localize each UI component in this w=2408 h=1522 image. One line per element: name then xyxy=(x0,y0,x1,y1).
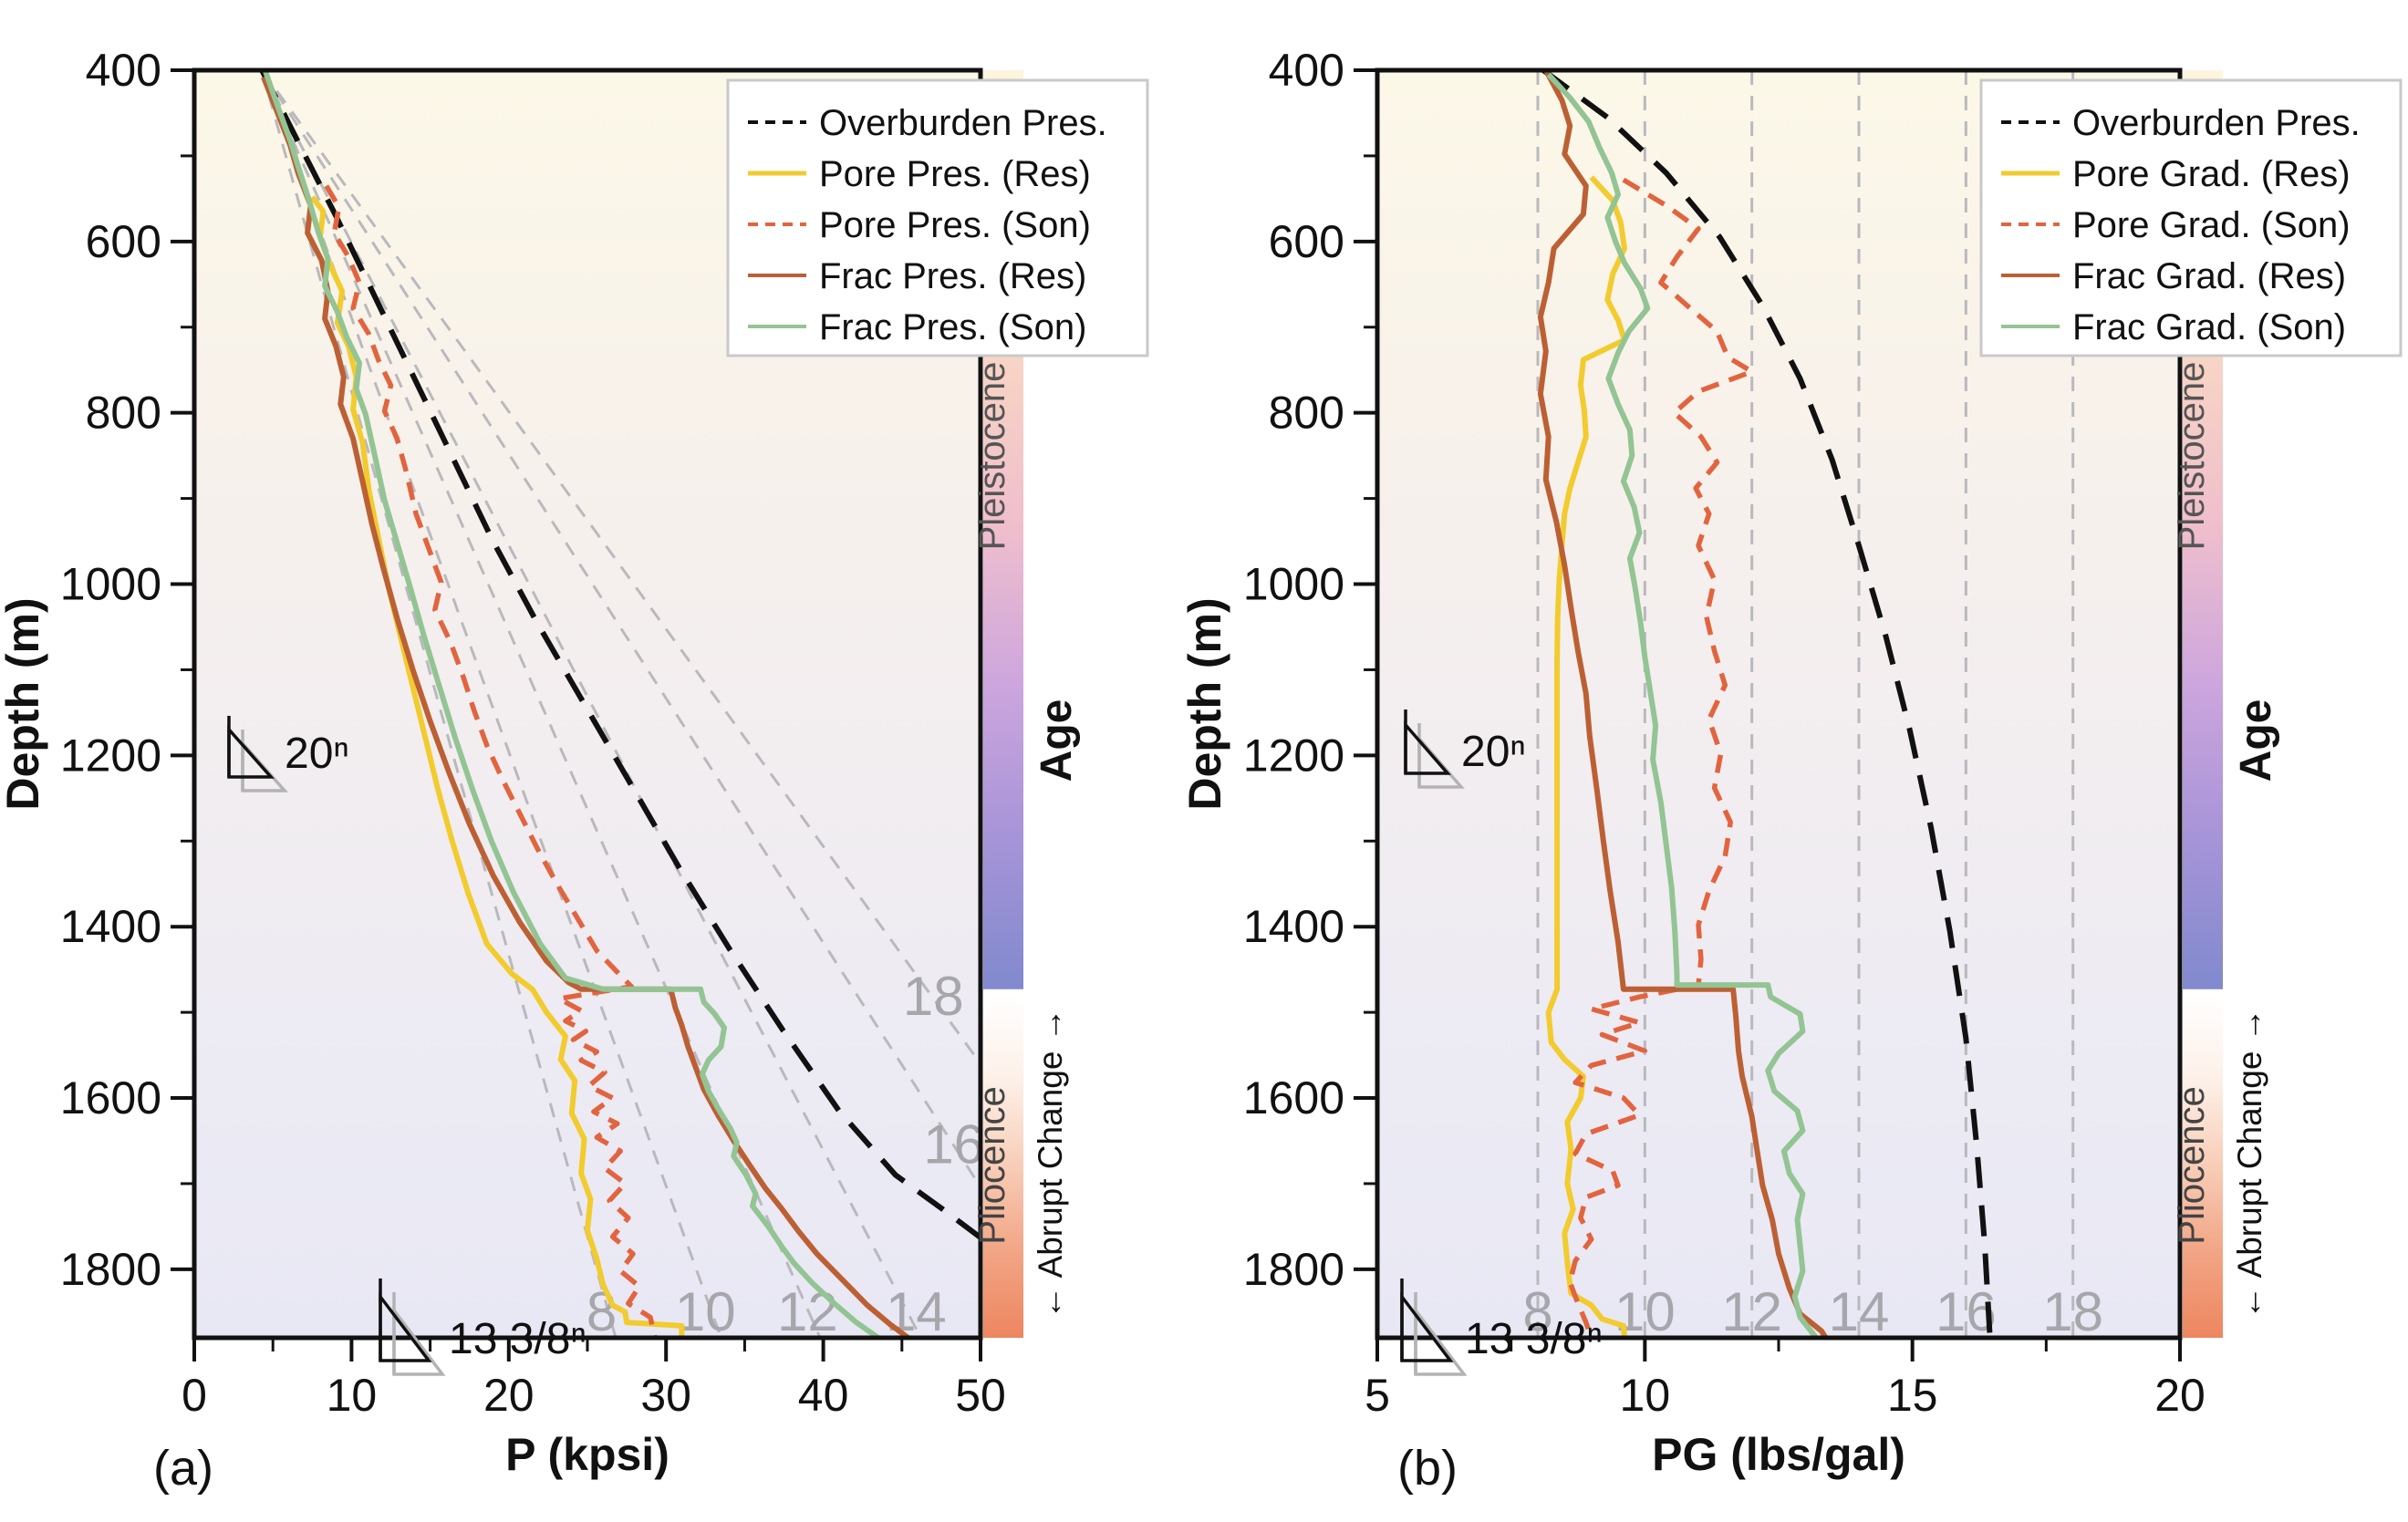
y-tick-label: 800 xyxy=(86,388,161,439)
y-axis-title-a: Depth (m) xyxy=(0,597,48,810)
colorbar-pliocene-label-a: Pliocence xyxy=(972,1086,1012,1244)
y-tick-label: 1200 xyxy=(60,730,161,781)
legend-label-0: Overburden Pres. xyxy=(819,103,1107,143)
legend-box xyxy=(726,78,1149,357)
mud-weight-line-18 xyxy=(260,69,982,1065)
y-tick-label: 1800 xyxy=(1243,1244,1344,1295)
x-axis-title-b: PG (lbs/gal) xyxy=(1652,1429,1905,1480)
colorbar-age-title-a: Age xyxy=(1033,699,1081,782)
legend-label-1: Pore Pres. (Res) xyxy=(819,154,1091,194)
legend-label-1: Pore Grad. (Res) xyxy=(2072,154,2351,194)
y-tick-label: 1000 xyxy=(1243,559,1344,610)
legend-a: Overburden Pres. Pore Pres. (Res) Pore Pre… xyxy=(726,78,1149,357)
legend-b: Overburden Pres. Pore Grad. (Res) Pore Gra… xyxy=(1979,78,2403,357)
abrupt-change-annotation-b: ← Abrupt Change → xyxy=(2231,1008,2268,1319)
x-tick-label: 40 xyxy=(798,1370,849,1421)
x-tick-label: 30 xyxy=(640,1370,691,1421)
x-tick-label: 10 xyxy=(1620,1370,1671,1421)
gridline-label-14: 14 xyxy=(1829,1281,1890,1342)
y-tick-label: 1400 xyxy=(60,901,161,952)
gridline-label-12: 12 xyxy=(1721,1281,1782,1342)
legend-label-3: Frac Grad. (Res) xyxy=(2072,256,2346,296)
x-tick-label: 20 xyxy=(483,1370,535,1421)
y-tick-label: 400 xyxy=(1269,45,1344,96)
series-frac-grad-res- xyxy=(1537,68,1829,1340)
mud-weight-line-16 xyxy=(260,69,982,1188)
legend-label-2: Pore Pres. (Son) xyxy=(819,205,1091,245)
y-tick-label: 1400 xyxy=(1243,901,1344,952)
legend-label-2: Pore Grad. (Son) xyxy=(2072,205,2351,245)
legend-box xyxy=(1979,78,2403,357)
colorbar-pliocene-label-b: Pliocence xyxy=(2172,1086,2212,1244)
series-pore-grad-son- xyxy=(1567,177,1755,1339)
legend-label-4: Frac Grad. (Son) xyxy=(2072,307,2346,347)
mud-weight-label-10: 10 xyxy=(675,1281,736,1342)
colorbar-age-title-b: Age xyxy=(2232,699,2280,782)
panel-letter-a: (a) xyxy=(153,1441,213,1496)
panel-letter-b: (b) xyxy=(1397,1441,1458,1496)
legend-label-3: Frac Pres. (Res) xyxy=(819,256,1086,296)
series-pore-grad-res- xyxy=(1545,175,1627,1339)
casing-shoe-20in-b-label: 20ⁿ xyxy=(1461,728,1526,776)
series-overburden-pres- xyxy=(1541,67,1993,1339)
mud-weight-label-18: 18 xyxy=(903,966,964,1027)
legend-label-4: Frac Pres. (Son) xyxy=(819,307,1086,347)
mud-weight-label-14: 14 xyxy=(886,1281,947,1342)
y-axis-title-b: Depth (m) xyxy=(1179,597,1230,810)
casing-shoe-20in-a-label: 20ⁿ xyxy=(285,730,349,778)
x-axis-title-a: P (kpsi) xyxy=(505,1429,669,1480)
series-overburden-pres- xyxy=(259,68,982,1240)
x-tick-label: 15 xyxy=(1887,1370,1938,1421)
series-pore-pres-res- xyxy=(309,195,685,1338)
mud-weight-label-16: 16 xyxy=(923,1114,984,1175)
x-tick-label: 50 xyxy=(955,1370,1006,1421)
mud-weight-line-14 xyxy=(260,69,922,1339)
y-tick-label: 1200 xyxy=(1243,730,1344,781)
mud-weight-label-12: 12 xyxy=(777,1281,838,1342)
y-tick-label: 600 xyxy=(1269,216,1344,267)
y-tick-label: 600 xyxy=(86,216,161,267)
abrupt-change-annotation-a: ← Abrupt Change → xyxy=(1032,1008,1069,1319)
panel-a: 8 10 12 14 16 18 0 10 20 30 40 50 400 600 800 1000 1200 1… xyxy=(60,45,1149,1421)
x-tick-label: 5 xyxy=(1365,1370,1390,1421)
y-tick-label: 1600 xyxy=(60,1072,161,1123)
mud-weight-label-8: 8 xyxy=(586,1281,617,1342)
y-tick-label: 1000 xyxy=(60,559,161,610)
colorbar-pliocene-b xyxy=(2183,994,2223,1338)
x-tick-label: 10 xyxy=(327,1370,378,1421)
casing-shoe-20in-b: 20ⁿ xyxy=(1404,709,1526,789)
colorbar-pleistocene-label-a: Pleistocene xyxy=(972,362,1012,551)
casing-shoe-20in-a: 20ⁿ xyxy=(227,716,349,792)
gridline-label-8: 8 xyxy=(1522,1281,1552,1342)
colorbar-pliocene-a xyxy=(983,994,1023,1338)
plots: 8 10 12 14 16 18 0 10 20 30 40 50 400 600 800 1000 1200 1… xyxy=(60,45,2403,1421)
casing-shoe-13in-b: 13 3/8ⁿ xyxy=(1400,1279,1603,1376)
x-tick-label: 20 xyxy=(2154,1370,2206,1421)
series-frac-grad-son- xyxy=(1546,72,1819,1340)
legend-label-0: Overburden Pres. xyxy=(2072,103,2361,143)
colorbar-pleistocene-label-b: Pleistocene xyxy=(2172,362,2212,551)
gridline-label-18: 18 xyxy=(2042,1281,2103,1342)
casing-shoe-13in-a-label: 13 3/8ⁿ xyxy=(449,1315,586,1363)
series-pore-pres-son- xyxy=(324,184,658,1339)
series-frac-pres-son- xyxy=(262,69,880,1341)
y-tick-label: 1800 xyxy=(60,1244,161,1295)
y-tick-label: 800 xyxy=(1269,388,1344,439)
x-tick-label: 0 xyxy=(182,1370,207,1421)
panel-b: 8 10 12 14 16 185 10 15 204006008001000120014001… xyxy=(1243,45,2403,1421)
y-tick-label: 400 xyxy=(86,45,161,96)
casing-shoe-13in-b-label: 13 3/8ⁿ xyxy=(1465,1315,1603,1363)
y-tick-label: 1600 xyxy=(1243,1072,1344,1123)
casing-shoe-13in-a: 13 3/8ⁿ xyxy=(379,1279,586,1376)
mud-weight-line-10 xyxy=(260,69,722,1339)
